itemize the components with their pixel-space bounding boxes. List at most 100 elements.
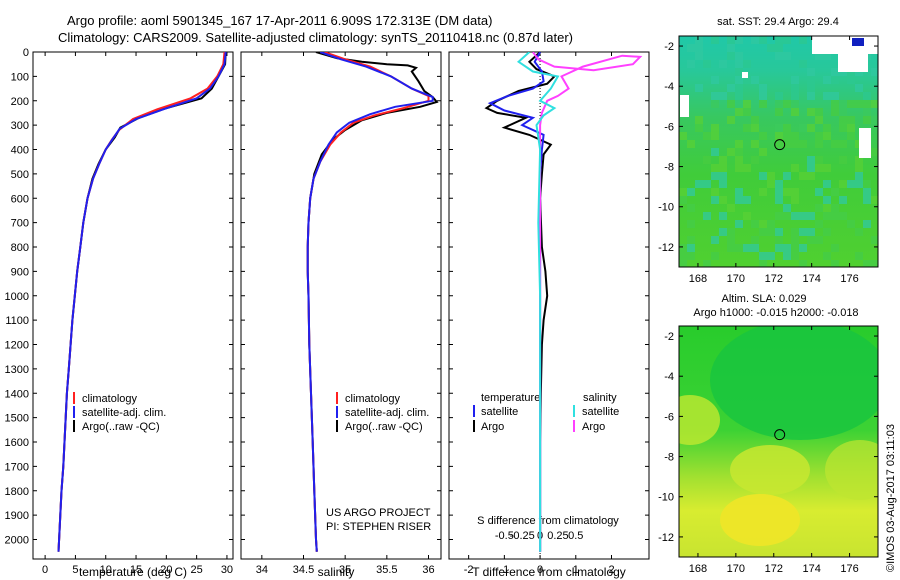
depth-tick-label: 100 <box>11 71 29 83</box>
sst-cell <box>743 212 751 220</box>
sst-cell <box>767 172 775 180</box>
imos-side-label: ©IMOS 03-Aug-2017 03:11:03 <box>885 424 897 572</box>
sst-cell <box>791 212 799 220</box>
depth-tick-label: 0 <box>23 47 29 59</box>
sst-cell <box>711 124 719 132</box>
sst-cell <box>679 244 687 252</box>
sst-cell <box>775 228 783 236</box>
sst-cell <box>831 108 839 116</box>
sst-cell <box>711 236 719 244</box>
sst-cell <box>799 244 807 252</box>
sst-cell <box>783 124 791 132</box>
sla-lon-tick-label: 174 <box>802 563 820 575</box>
salinity-panel-frame <box>240 51 442 560</box>
sst-missing-patch <box>742 72 748 78</box>
sst-cell <box>767 220 775 228</box>
sst-cell <box>735 76 743 84</box>
sst-cell <box>847 100 855 108</box>
sst-cell <box>847 116 855 124</box>
sla-map-title: Altim. SLA: 0.029 <box>722 293 807 305</box>
temperature-x-tick-label: 15 <box>130 564 142 576</box>
sst-cell <box>711 76 719 84</box>
sst-cell <box>783 132 791 140</box>
sst-lon-tick-label: 176 <box>840 273 858 285</box>
sst-cell <box>791 76 799 84</box>
legend-label-satellite: satellite-adj. clim. <box>345 407 429 419</box>
sst-cell <box>735 84 743 92</box>
sst-cell <box>783 252 791 260</box>
sst-cell <box>735 156 743 164</box>
sla-lat-tick-label: -6 <box>664 411 674 423</box>
sla-map-subtitle: Argo h1000: -0.015 h2000: -0.018 <box>693 307 858 319</box>
sla-lat-tick-label: -12 <box>658 532 674 544</box>
sst-cell <box>863 116 871 124</box>
depth-tick-label: 2000 <box>5 535 29 547</box>
sst-cell <box>863 100 871 108</box>
sst-cell <box>679 260 687 267</box>
sst-cell <box>863 108 871 116</box>
sst-cell <box>807 92 815 100</box>
difference-series-argo-temperature <box>484 52 557 552</box>
sst-cell <box>679 196 687 204</box>
sst-cell <box>839 196 847 204</box>
sst-cell <box>727 100 735 108</box>
sst-cell <box>719 172 727 180</box>
depth-tick-label: 1100 <box>5 315 29 327</box>
sst-cell <box>727 52 735 60</box>
sst-cell <box>775 36 783 44</box>
sst-cell <box>783 52 791 60</box>
sst-cell <box>735 52 743 60</box>
sst-cell <box>871 148 878 156</box>
sla-map-field <box>679 326 878 557</box>
sst-cell <box>815 108 823 116</box>
sst-cell <box>727 44 735 52</box>
sst-cell <box>727 244 735 252</box>
salinity-xlabel: salinity <box>318 565 355 579</box>
difference-series-satellite-salinity <box>516 52 560 552</box>
sst-cell <box>823 92 831 100</box>
sst-cell <box>687 244 695 252</box>
sst-cell <box>855 164 863 172</box>
depth-tick-label: 900 <box>11 266 29 278</box>
salinity-x-tick-label: 35.5 <box>376 564 397 576</box>
sst-cell <box>711 188 719 196</box>
sst-cell <box>839 180 847 188</box>
sst-cell <box>831 188 839 196</box>
sst-cell <box>799 212 807 220</box>
sst-cell <box>759 252 767 260</box>
sst-cell <box>711 148 719 156</box>
sst-cell <box>775 92 783 100</box>
sst-cell <box>703 212 711 220</box>
sst-cell <box>815 204 823 212</box>
sla-high-region <box>825 440 878 500</box>
sst-cell <box>687 204 695 212</box>
sst-lat-tick-label: -12 <box>658 242 674 254</box>
sst-cell <box>807 124 815 132</box>
sst-cell <box>791 164 799 172</box>
sst-cell <box>735 60 743 68</box>
sla-high-region <box>720 494 800 546</box>
sst-cell <box>727 84 735 92</box>
sst-cell <box>719 212 727 220</box>
difference-series-argo-salinity <box>532 52 643 552</box>
sst-cell <box>871 116 878 124</box>
sst-cell <box>863 260 871 267</box>
depth-tick-label: 1500 <box>5 413 29 425</box>
sst-cell <box>783 172 791 180</box>
s-difference-tick-label: 0.25 <box>547 530 568 542</box>
sst-cell <box>767 44 775 52</box>
sst-cell <box>775 188 783 196</box>
sst-cell <box>743 60 751 68</box>
difference-x-tick-label: -2 <box>464 564 474 576</box>
sst-cell <box>847 180 855 188</box>
sst-cell <box>703 180 711 188</box>
difference-series-satellite-temperature <box>487 52 545 552</box>
legend-label-t-argo: Argo <box>481 421 504 433</box>
legend-label-satellite: satellite-adj. clim. <box>82 407 166 419</box>
sst-cell <box>847 124 855 132</box>
sst-cell <box>839 108 847 116</box>
sst-cell <box>695 36 703 44</box>
sst-cell <box>799 260 807 267</box>
sst-cell <box>727 204 735 212</box>
sst-cell <box>831 68 839 76</box>
